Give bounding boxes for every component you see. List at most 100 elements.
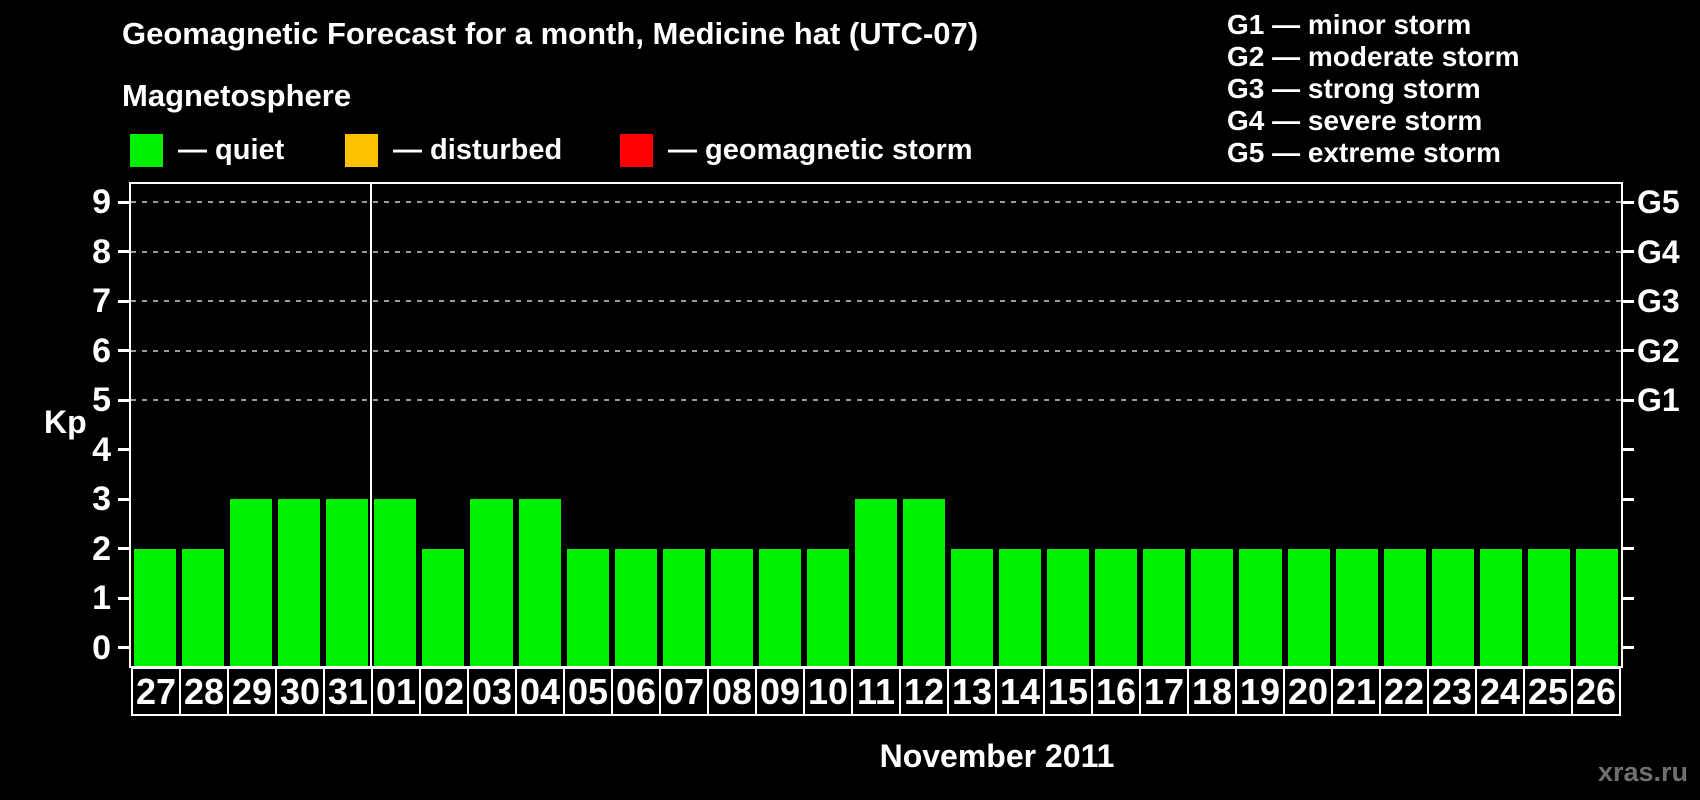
- x-axis-day-label-25: 25: [1523, 667, 1573, 716]
- x-axis-day-label-29: 29: [227, 667, 277, 716]
- legend-label-quiet: — quiet: [178, 133, 285, 166]
- x-axis-day-label-02: 02: [419, 667, 469, 716]
- kp-bar-day-01: [374, 499, 417, 666]
- x-axis-day-label-03: 03: [467, 667, 517, 716]
- kp-bar-day-29: [230, 499, 273, 666]
- x-axis-day-label-08: 08: [707, 667, 757, 716]
- y-axis-tick-left-6: [118, 349, 129, 353]
- x-axis-day-label-20: 20: [1283, 667, 1333, 716]
- x-axis-day-label-17: 17: [1139, 667, 1189, 716]
- x-axis-day-label-18: 18: [1187, 667, 1237, 716]
- y-axis-tick-right-9: [1623, 200, 1634, 204]
- kp-bar-day-20: [1287, 548, 1330, 666]
- g-scale-axis-label-g2: G2: [1637, 332, 1680, 369]
- x-axis-day-label-23: 23: [1427, 667, 1477, 716]
- y-axis-label-1: 1: [92, 579, 111, 618]
- g-scale-legend-line-g4: G4 — severe storm: [1227, 105, 1483, 136]
- y-axis-tick-right-0: [1623, 646, 1634, 650]
- kp-bar-day-04: [518, 499, 561, 666]
- y-axis-label-0: 0: [92, 628, 111, 667]
- kp-bar-day-23: [1431, 548, 1474, 666]
- g-scale-axis-label-g3: G3: [1637, 283, 1680, 320]
- kp-gridline-6: [131, 349, 1621, 352]
- kp-bar-day-31: [326, 499, 369, 666]
- g-scale-legend: G1 — minor storm G2 — moderate storm G3 …: [1227, 9, 1520, 169]
- legend-item-storm: — geomagnetic storm: [620, 132, 973, 168]
- y-axis-label-8: 8: [92, 232, 111, 271]
- legend-item-quiet: — quiet: [130, 132, 284, 168]
- y-axis-tick-right-3: [1623, 497, 1634, 501]
- x-axis-day-label-04: 04: [515, 667, 565, 716]
- kp-level-legend: — quiet — disturbed — geomagnetic storm: [0, 132, 1100, 168]
- disturbed-color-swatch: [345, 133, 378, 167]
- y-axis-tick-right-8: [1623, 250, 1634, 254]
- x-axis-day-label-15: 15: [1043, 667, 1093, 716]
- x-axis-day-label-30: 30: [275, 667, 325, 716]
- y-axis-label-3: 3: [92, 480, 111, 519]
- kp-bar-day-18: [1191, 548, 1234, 666]
- kp-bar-day-14: [999, 548, 1042, 666]
- kp-bar-day-08: [710, 548, 753, 666]
- y-axis-tick-left-4: [118, 448, 129, 452]
- kp-bar-day-06: [614, 548, 657, 666]
- y-axis-label-9: 9: [92, 183, 111, 222]
- legend-label-disturbed: — disturbed: [393, 133, 563, 166]
- kp-bar-day-05: [566, 548, 609, 666]
- month-separator-line: [370, 184, 373, 666]
- kp-bar-day-28: [182, 548, 225, 666]
- y-axis-title: Kp: [44, 404, 87, 440]
- g-scale-axis-label-g4: G4: [1637, 233, 1680, 270]
- kp-bar-day-24: [1479, 548, 1522, 666]
- g-scale-axis-label-g1: G1: [1637, 382, 1680, 419]
- x-axis-day-label-26: 26: [1571, 667, 1621, 716]
- y-axis-tick-right-5: [1623, 398, 1634, 402]
- watermark: xras.ru: [1597, 757, 1688, 787]
- kp-gridline-9: [131, 201, 1621, 204]
- g-scale-legend-line-g5: G5 — extreme storm: [1227, 137, 1501, 168]
- x-axis-day-label-24: 24: [1475, 667, 1525, 716]
- x-axis-day-label-13: 13: [947, 667, 997, 716]
- kp-bar-day-07: [662, 548, 705, 666]
- kp-bar-day-27: [134, 548, 177, 666]
- storm-color-swatch: [620, 133, 653, 167]
- kp-bar-day-11: [854, 499, 898, 666]
- kp-bar-day-26: [1575, 548, 1618, 666]
- x-axis-day-label-10: 10: [803, 667, 853, 716]
- y-axis-tick-left-7: [118, 299, 129, 303]
- kp-bar-day-25: [1527, 548, 1570, 666]
- plot-area-inner: [131, 184, 1621, 666]
- kp-gridline-7: [131, 300, 1621, 303]
- kp-bar-day-19: [1239, 548, 1282, 666]
- kp-bar-day-09: [758, 548, 801, 666]
- g-scale-axis-label-g5: G5: [1637, 184, 1680, 221]
- x-axis-day-label-06: 06: [611, 667, 661, 716]
- x-axis-day-label-14: 14: [995, 667, 1045, 716]
- kp-bar-day-17: [1143, 548, 1186, 666]
- plot-area: 0 1 2 3 4 5 6 7 8 9 G1 G2 G3 G4 G5: [92, 182, 1680, 668]
- x-axis-day-labels: 27 28 29 30 31 01 02 03 04 05 06 07 08 09 10 11 12 13 14 15…: [129, 667, 1623, 716]
- y-axis-tick-right-4: [1623, 448, 1634, 452]
- x-axis-day-label-22: 22: [1379, 667, 1429, 716]
- kp-bar-day-16: [1095, 548, 1138, 666]
- x-axis-day-label-11: 11: [851, 667, 901, 716]
- y-axis-label-2: 2: [92, 529, 111, 568]
- x-axis-month-caption: November 2011: [879, 738, 1115, 774]
- x-axis-day-label-01: 01: [371, 667, 421, 716]
- chart-title: Geomagnetic Forecast for a month, Medici…: [122, 16, 979, 51]
- g-scale-legend-line-g2: G2 — moderate storm: [1227, 41, 1520, 72]
- y-axis-label-5: 5: [92, 381, 111, 420]
- legend-item-disturbed: — disturbed: [345, 132, 562, 168]
- legend-label-storm: — geomagnetic storm: [668, 133, 973, 166]
- x-axis-day-label-07: 07: [659, 667, 709, 716]
- kp-bar-day-03: [470, 499, 513, 666]
- y-axis-tick-left-3: [118, 497, 129, 501]
- kp-gridline-8: [131, 250, 1621, 253]
- x-axis-day-label-05: 05: [563, 667, 613, 716]
- x-axis-day-label-27: 27: [131, 667, 181, 716]
- kp-bar-day-12: [903, 499, 946, 666]
- x-axis-day-label-31: 31: [323, 667, 373, 716]
- kp-bar-day-30: [278, 499, 321, 666]
- y-axis-tick-left-0: [118, 646, 129, 650]
- x-axis-day-label-09: 09: [755, 667, 805, 716]
- y-axis-tick-right-2: [1623, 547, 1634, 551]
